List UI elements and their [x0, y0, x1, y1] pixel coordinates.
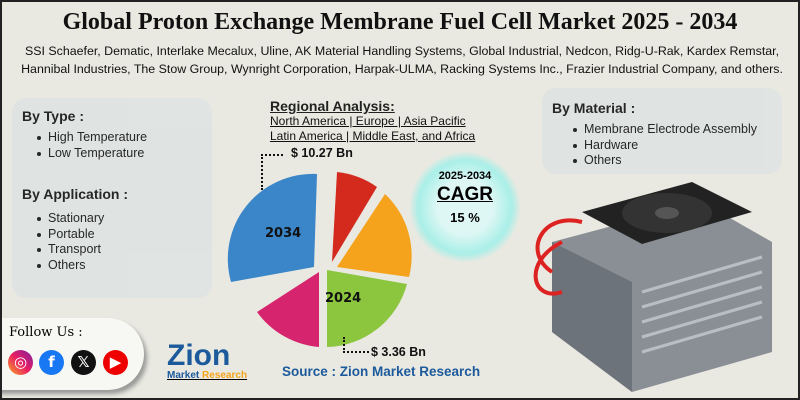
arrow-2024 — [343, 337, 369, 353]
x-icon[interactable]: 𝕏 — [71, 350, 96, 375]
cagr-value: 15 % — [450, 210, 480, 225]
by-application-heading: By Application : — [22, 186, 129, 202]
regional-line-2: Latin America | Middle East, and Africa — [270, 129, 476, 143]
regional-heading: Regional Analysis: — [270, 98, 395, 114]
segment-panel: By Type : High Temperature Low Temperatu… — [12, 98, 212, 298]
value-2034: $ 10.27 Bn — [291, 146, 353, 160]
instagram-icon[interactable]: ◎ — [8, 350, 33, 375]
by-type-heading: By Type : — [22, 108, 84, 124]
page-title: Global Proton Exchange Membrane Fuel Cel… — [62, 9, 738, 35]
list-item: Others — [568, 153, 757, 169]
logo-sub1: Market — [167, 370, 200, 381]
pie-slice-2034 — [227, 173, 317, 282]
by-type-list: High Temperature Low Temperature — [32, 130, 147, 161]
cagr-badge: 2025-2034 CAGR 15 % — [410, 152, 520, 262]
fuel-cell-image — [533, 182, 772, 392]
facebook-icon[interactable]: f — [39, 350, 64, 375]
logo-sub2: Research — [202, 370, 248, 381]
pie-chart: 2034 2024 — [227, 172, 412, 347]
list-item: Others — [32, 258, 104, 274]
value-2024: $ 3.36 Bn — [371, 345, 426, 359]
youtube-icon[interactable]: ▶ — [103, 350, 128, 375]
pie-slice-pink — [257, 272, 319, 347]
cagr-period: 2025-2034 — [438, 170, 492, 182]
regional-analysis: Regional Analysis: North America | Europ… — [270, 98, 475, 144]
logo-name: Zion — [167, 339, 231, 372]
companies-list: SSI Schaefer, Dematic, Interlake Mecalux… — [21, 44, 783, 76]
pie-slice-orange — [337, 194, 412, 277]
source-text: Source : Zion Market Research — [282, 364, 481, 379]
label-2024: 2024 — [325, 291, 361, 306]
label-2034: 2034 — [265, 226, 301, 241]
list-item: Membrane Electrode Assembly — [568, 122, 757, 138]
list-item: High Temperature — [32, 130, 147, 146]
by-material-list: Membrane Electrode Assembly Hardware Oth… — [568, 122, 757, 169]
regional-line-1: North America | Europe | Asia Pacific — [270, 114, 466, 128]
by-application-list: Stationary Portable Transport Others — [32, 211, 104, 273]
list-item: Stationary — [32, 211, 104, 227]
list-item: Transport — [32, 242, 104, 258]
arrow-2034 — [261, 154, 283, 190]
by-material-heading: By Material : — [552, 100, 636, 116]
list-item: Portable — [32, 227, 104, 243]
material-panel: By Material : Membrane Electrode Assembl… — [542, 88, 782, 174]
list-item: Hardware — [568, 138, 757, 154]
pie-slice-2024 — [327, 270, 407, 347]
list-item: Low Temperature — [32, 146, 147, 162]
pie-slice-red — [332, 172, 377, 262]
cagr-label: CAGR — [437, 184, 493, 205]
zion-logo: Zion Market Research — [167, 339, 248, 382]
follow-label: Follow Us : — [9, 325, 83, 340]
